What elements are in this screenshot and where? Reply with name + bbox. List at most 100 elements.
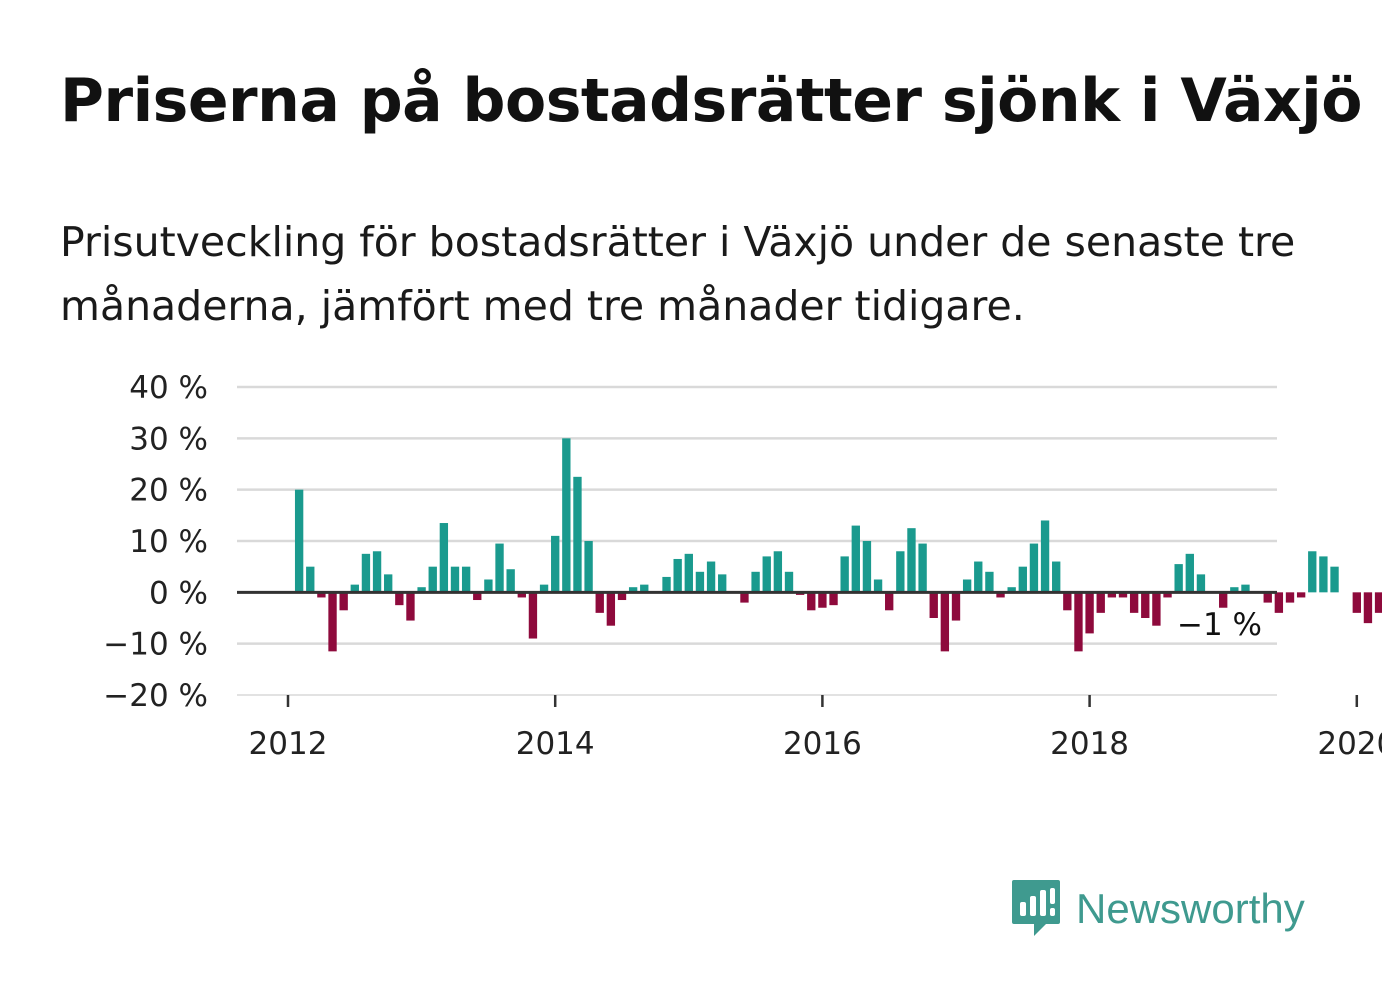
- bar: [1185, 553, 1194, 593]
- x-tick-label: 2014: [516, 726, 595, 762]
- bar: [862, 541, 872, 593]
- bar: [461, 566, 471, 593]
- bar: [1174, 564, 1183, 593]
- bar: [428, 566, 437, 593]
- bar: [996, 592, 1005, 598]
- gridlines: [237, 385, 1277, 696]
- bar: [885, 592, 894, 611]
- bar: [762, 556, 771, 593]
- bar: [818, 592, 827, 608]
- bar: [640, 584, 649, 593]
- bar: [384, 574, 393, 593]
- brand-name: Newsworthy: [1076, 885, 1305, 932]
- bar: [1096, 592, 1105, 613]
- bar: [1308, 551, 1317, 593]
- bar: [1163, 592, 1172, 598]
- bar: [662, 576, 671, 593]
- bar: [851, 525, 860, 593]
- bar: [1029, 543, 1039, 593]
- x-tick-label: 2016: [783, 726, 862, 762]
- bar: [985, 571, 994, 593]
- chart-subtitle: Prisutveckling för bostadsrätter i Växjö…: [60, 218, 1296, 330]
- bar: [484, 579, 493, 593]
- bar: [1263, 592, 1272, 603]
- bar: [907, 528, 916, 593]
- bar: [1352, 592, 1361, 613]
- bar: [1152, 592, 1161, 626]
- y-tick-label: 10 %: [129, 524, 208, 560]
- bar: [840, 556, 849, 593]
- bar: [473, 592, 482, 601]
- y-tick-label: −10 %: [103, 627, 208, 663]
- bar: [350, 584, 359, 593]
- bar: [328, 592, 337, 652]
- y-tick-label: 40 %: [129, 370, 208, 406]
- x-tick-label: 2020: [1317, 726, 1382, 762]
- bar: [1141, 592, 1150, 618]
- bar: [495, 543, 504, 593]
- bar: [673, 558, 682, 593]
- bar: [1007, 587, 1016, 593]
- bar: [951, 592, 961, 621]
- bar: [718, 574, 727, 593]
- x-tick-label: 2018: [1050, 726, 1129, 762]
- bar: [417, 587, 426, 593]
- bar: [773, 551, 783, 593]
- bar: [1374, 592, 1382, 613]
- bar: [740, 592, 749, 603]
- x-axis: 20122014201620182020202220242026: [249, 695, 1382, 762]
- y-tick-label: 0 %: [149, 575, 208, 611]
- bar: [962, 579, 972, 593]
- bar: [784, 571, 794, 593]
- bar: [1129, 592, 1139, 613]
- bar: [1063, 592, 1072, 611]
- bar: [1241, 584, 1250, 593]
- bar: [1274, 592, 1284, 613]
- bar: [1118, 592, 1128, 598]
- bar: [1363, 592, 1373, 624]
- bar: [1085, 592, 1094, 634]
- bar: [528, 592, 538, 639]
- bar: [395, 592, 404, 606]
- bar: [406, 592, 415, 621]
- brand[interactable]: Newsworthy: [1010, 878, 1305, 940]
- bar: [974, 561, 983, 593]
- bar: [539, 584, 549, 593]
- bar: [896, 551, 905, 593]
- bar: [573, 476, 582, 593]
- bar: [551, 535, 560, 593]
- bar: [1230, 587, 1239, 593]
- y-axis-labels: 40 % 30 % 20 % 10 % 0 % −10 % −20 %: [103, 370, 208, 714]
- bar: [439, 523, 449, 593]
- bars: [294, 438, 1382, 652]
- x-tick-label: 2012: [249, 726, 328, 762]
- bar: [940, 592, 950, 652]
- bar: [372, 551, 382, 593]
- bar: [361, 553, 371, 593]
- bar: [1074, 592, 1083, 652]
- bar: [1107, 592, 1117, 598]
- bar: [695, 571, 705, 593]
- bar: [306, 566, 315, 593]
- y-tick-label: 30 %: [129, 421, 208, 457]
- bar: [339, 592, 348, 611]
- bar: [684, 553, 693, 593]
- bar: [562, 438, 571, 593]
- bar: [929, 592, 938, 618]
- bar: [595, 592, 604, 613]
- bar: [517, 592, 526, 598]
- bar: [1018, 566, 1027, 593]
- bar: [450, 566, 460, 593]
- bar: [1052, 561, 1061, 593]
- bar: [1196, 574, 1206, 593]
- bar: [317, 592, 326, 598]
- chart-title: Priserna på bostadsrätter sjönk i Växjö: [60, 66, 1362, 136]
- bar: [617, 592, 627, 601]
- bar: [1319, 556, 1328, 593]
- bar: [706, 561, 716, 593]
- bar: [1040, 520, 1050, 593]
- bar: [829, 592, 838, 606]
- bar: [606, 592, 616, 626]
- bar: [873, 579, 883, 593]
- last-value-label: −1 %: [1177, 607, 1262, 643]
